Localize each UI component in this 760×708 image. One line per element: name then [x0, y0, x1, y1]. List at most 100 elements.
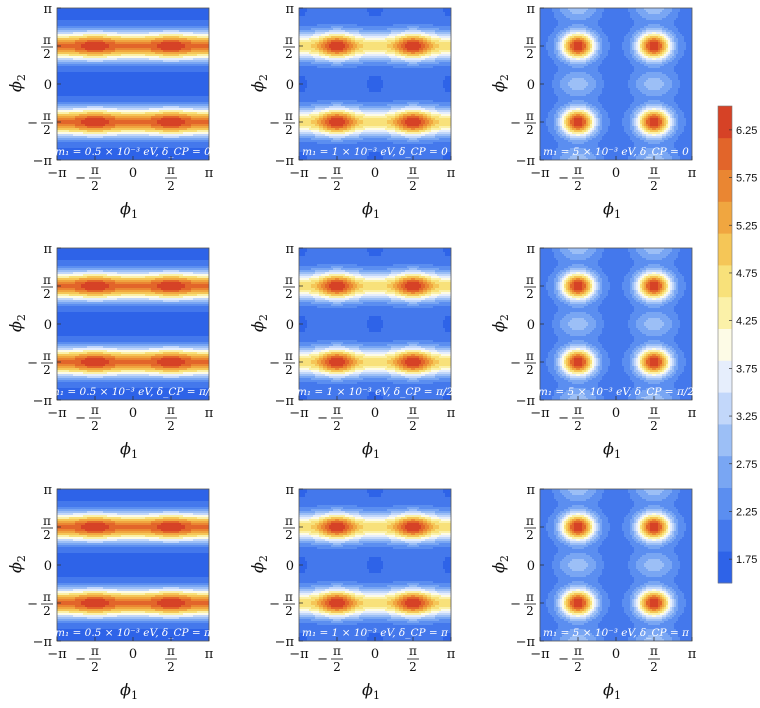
heatmap-cell [91, 150, 94, 153]
heatmap-cell [133, 86, 136, 89]
heatmap-cell [157, 132, 160, 135]
heatmap-cell [93, 130, 96, 133]
heatmap-cell [97, 124, 100, 127]
heatmap-cell [85, 96, 88, 99]
heatmap-cell [73, 146, 76, 149]
heatmap-cell [167, 54, 170, 57]
heatmap-cell [129, 156, 132, 159]
heatmap-cell [91, 60, 94, 63]
heatmap-cell [163, 24, 166, 27]
heatmap-cell [171, 34, 174, 37]
heatmap-cell [161, 42, 164, 45]
heatmap-cell [69, 12, 72, 15]
heatmap-cell [85, 120, 88, 123]
heatmap-cell [177, 154, 180, 157]
heatmap-cell [113, 66, 116, 69]
heatmap-cell [131, 56, 134, 59]
heatmap-cell [125, 112, 128, 115]
heatmap-cell [139, 98, 142, 101]
heatmap-cell [83, 148, 86, 151]
heatmap-cell [139, 88, 142, 91]
heatmap-cell [63, 114, 66, 117]
heatmap-cell [77, 120, 80, 123]
heatmap-cell [101, 82, 104, 85]
heatmap-cell [79, 30, 82, 33]
heatmap-cell [165, 68, 168, 71]
heatmap-cell [153, 140, 156, 143]
heatmap-cell [153, 12, 156, 15]
heatmap-cell [161, 58, 164, 61]
heatmap-cell [135, 20, 138, 23]
heatmap-cell [159, 44, 162, 47]
heatmap-cell [105, 82, 108, 85]
heatmap-cell [133, 68, 136, 71]
heatmap-cell [179, 110, 182, 113]
heatmap-cell [103, 128, 106, 131]
heatmap-cell [153, 46, 156, 49]
heatmap-cell [65, 36, 68, 39]
heatmap-cell [75, 110, 78, 113]
heatmap-cell [99, 138, 102, 141]
heatmap-cell [121, 128, 124, 131]
heatmap-cell [145, 56, 148, 59]
heatmap-cell [77, 8, 80, 11]
heatmap-cell [141, 18, 144, 21]
heatmap-cell [103, 134, 106, 137]
heatmap-cell [131, 20, 134, 23]
heatmap-cell [89, 56, 92, 59]
heatmap-cell [125, 116, 128, 119]
heatmap-cell [147, 22, 150, 25]
heatmap-cell [131, 114, 134, 117]
heatmap-cell [119, 82, 122, 85]
heatmap-cell [113, 76, 116, 79]
heatmap-cell [153, 112, 156, 115]
heatmap-cell [97, 146, 100, 149]
heatmap-cell [63, 70, 66, 73]
heatmap-cell [161, 92, 164, 95]
heatmap-cell [105, 134, 108, 137]
heatmap-cell [131, 66, 134, 69]
heatmap-cell [145, 20, 148, 23]
heatmap-cell [123, 106, 126, 109]
heatmap-cell [115, 46, 118, 49]
heatmap-cell [185, 34, 188, 37]
heatmap-cell [163, 86, 166, 89]
heatmap-cell [137, 70, 140, 73]
heatmap-cell [139, 92, 142, 95]
heatmap-cell [149, 150, 152, 153]
heatmap-cell [143, 156, 146, 159]
heatmap-cell [105, 90, 108, 93]
heatmap-cell [139, 120, 142, 123]
heatmap-cell [149, 18, 152, 21]
heatmap-cell [185, 132, 188, 135]
heatmap-cell [57, 148, 60, 151]
heatmap-cell [83, 8, 86, 11]
heatmap-cell [61, 78, 64, 81]
heatmap-cell [181, 80, 184, 83]
heatmap-cell [161, 76, 164, 79]
heatmap-cell [179, 72, 182, 75]
heatmap-cell [171, 18, 174, 21]
heatmap-cell [75, 64, 78, 67]
heatmap-cell [71, 156, 74, 159]
heatmap-cell [115, 108, 118, 111]
heatmap-cell [73, 158, 76, 160]
heatmap-cell [117, 108, 120, 111]
heatmap-cell [87, 24, 90, 27]
heatmap-cell [103, 110, 106, 113]
heatmap-cell [133, 156, 136, 159]
heatmap-cell [61, 102, 64, 105]
heatmap-cell [61, 88, 64, 91]
heatmap-cell [149, 62, 152, 65]
heatmap-cell [141, 108, 144, 111]
heatmap-cell [137, 142, 140, 145]
heatmap-cell [69, 58, 72, 61]
heatmap-cell [85, 130, 88, 133]
heatmap-cell [95, 148, 98, 151]
heatmap-cell [183, 86, 186, 89]
heatmap-cell [119, 150, 122, 153]
heatmap-cell [161, 112, 164, 115]
heatmap-cell [135, 106, 138, 109]
heatmap-cell [137, 114, 140, 117]
heatmap-cell [135, 48, 138, 51]
